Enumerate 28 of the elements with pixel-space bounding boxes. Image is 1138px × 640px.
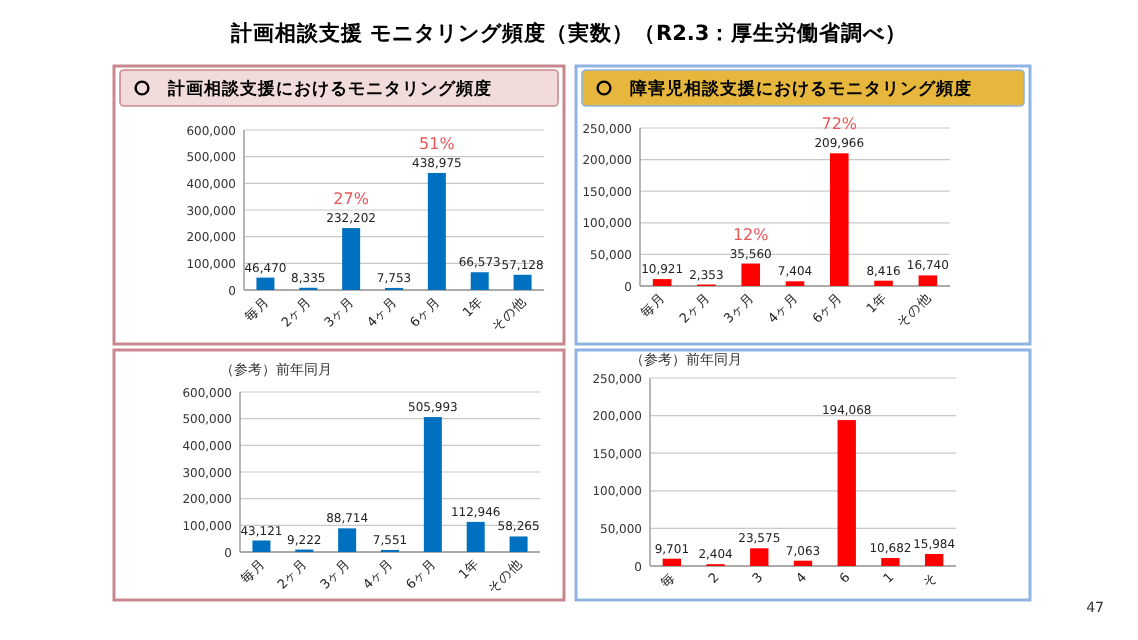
bar xyxy=(750,548,769,566)
annotation: 51% xyxy=(419,134,456,153)
bar xyxy=(793,560,813,566)
bar xyxy=(829,153,849,286)
bar xyxy=(662,558,682,566)
annotation: 12% xyxy=(732,225,770,244)
bar xyxy=(918,275,938,286)
bar xyxy=(252,540,271,552)
chart-title: 計画相談支援におけるモニタリング頻度 xyxy=(166,78,492,100)
bar xyxy=(924,553,944,566)
annotation: 72% xyxy=(821,115,858,134)
text: 計画相談支援 モニタリング頻度（実数）（R2.3：厚生労働省調べ） xyxy=(228,20,908,46)
bar xyxy=(423,417,442,552)
bar xyxy=(470,272,489,290)
chart-title: 障害児相談支援におけるモニタリング頻度 xyxy=(630,78,972,100)
bar xyxy=(342,228,361,290)
bar xyxy=(513,274,532,290)
bar xyxy=(427,172,446,290)
bar xyxy=(837,420,856,566)
bar xyxy=(256,277,275,290)
bar xyxy=(466,521,485,552)
annotation: 27% xyxy=(333,190,370,209)
bar xyxy=(338,528,357,552)
bar xyxy=(881,557,900,566)
bar xyxy=(874,280,893,286)
bar xyxy=(741,263,761,286)
bar xyxy=(652,279,672,286)
bar xyxy=(509,536,528,552)
